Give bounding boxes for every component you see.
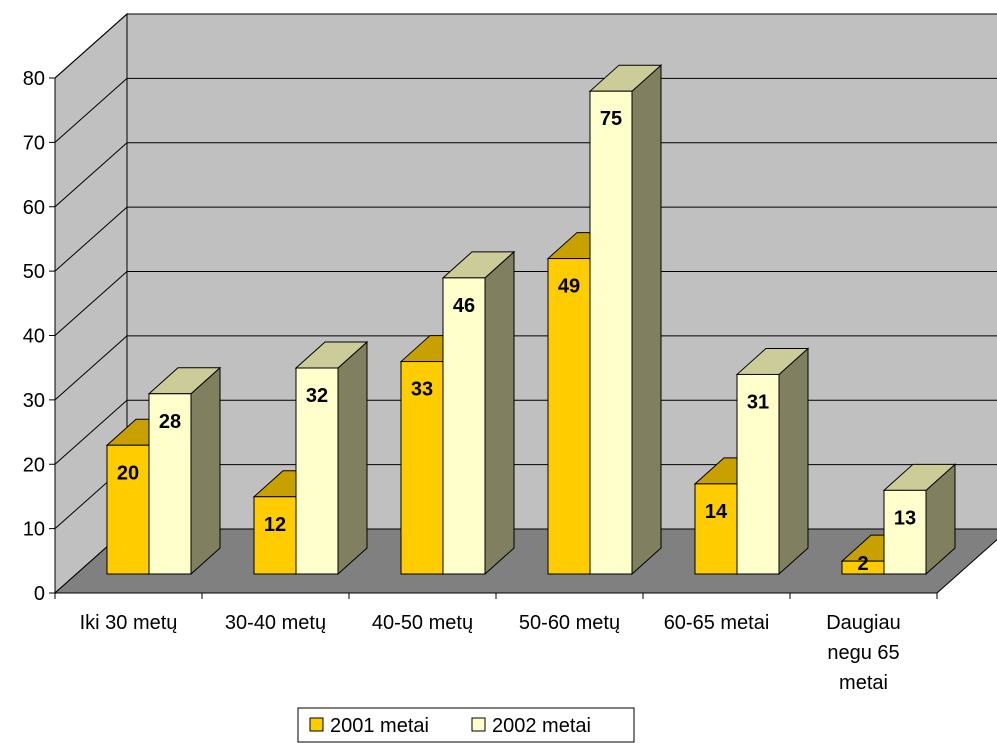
y-tick-label: 70	[23, 132, 45, 154]
legend-swatch	[310, 718, 323, 731]
y-axis-ticks: 0 10 20 30 40 50 60 70 80	[23, 68, 55, 605]
data-label: 28	[159, 411, 181, 433]
bar-side	[485, 252, 514, 574]
data-label: 49	[558, 276, 580, 298]
bar-side	[338, 342, 367, 574]
legend: 2001 metai 2002 metai	[298, 708, 634, 742]
legend-swatch	[472, 718, 485, 731]
x-axis-labels: Iki 30 metų 30-40 metų 40-50 metų 50-60 met…	[80, 612, 901, 694]
x-tick-label: Iki 30 metų	[80, 612, 178, 634]
bar-side	[632, 65, 661, 574]
data-label: 20	[117, 462, 139, 484]
y-tick-label: 80	[23, 68, 45, 90]
legend-label: 2002 metai	[492, 715, 591, 737]
data-label: 31	[747, 391, 769, 413]
data-label: 75	[600, 108, 622, 130]
data-label: 32	[306, 385, 328, 407]
bar-side	[191, 368, 220, 574]
data-label: 2	[857, 553, 868, 575]
bar-front	[443, 278, 485, 574]
y-tick-label: 60	[23, 197, 45, 219]
x-tick-label: Daugiau negu 65 metai	[826, 612, 901, 694]
data-label: 13	[894, 507, 916, 529]
y-tick-label: 30	[23, 390, 45, 412]
bar-1-0	[149, 368, 220, 574]
x-tick-label: 30-40 metų	[225, 612, 326, 634]
bar-front	[548, 259, 590, 574]
x-tick-label: 60-65 metai	[664, 612, 770, 634]
bar-side	[779, 348, 808, 574]
bar-1-4	[737, 348, 808, 574]
data-label: 46	[453, 295, 475, 317]
y-tick-label: 20	[23, 454, 45, 476]
legend-label: 2001 metai	[330, 715, 429, 737]
data-label: 12	[264, 514, 286, 536]
x-tick-label: 50-60 metų	[519, 612, 620, 634]
y-tick-label: 50	[23, 261, 45, 283]
bar-front	[884, 490, 926, 574]
bar-front	[590, 91, 632, 574]
x-tick-label: 40-50 metų	[372, 612, 473, 634]
bar-1-3	[590, 65, 661, 574]
data-label: 33	[411, 379, 433, 401]
bar-front	[695, 484, 737, 574]
bar-1-1	[296, 342, 367, 574]
data-label: 14	[705, 501, 728, 523]
y-tick-label: 40	[23, 326, 45, 348]
y-tick-label: 0	[34, 583, 45, 605]
y-tick-label: 10	[23, 519, 45, 541]
